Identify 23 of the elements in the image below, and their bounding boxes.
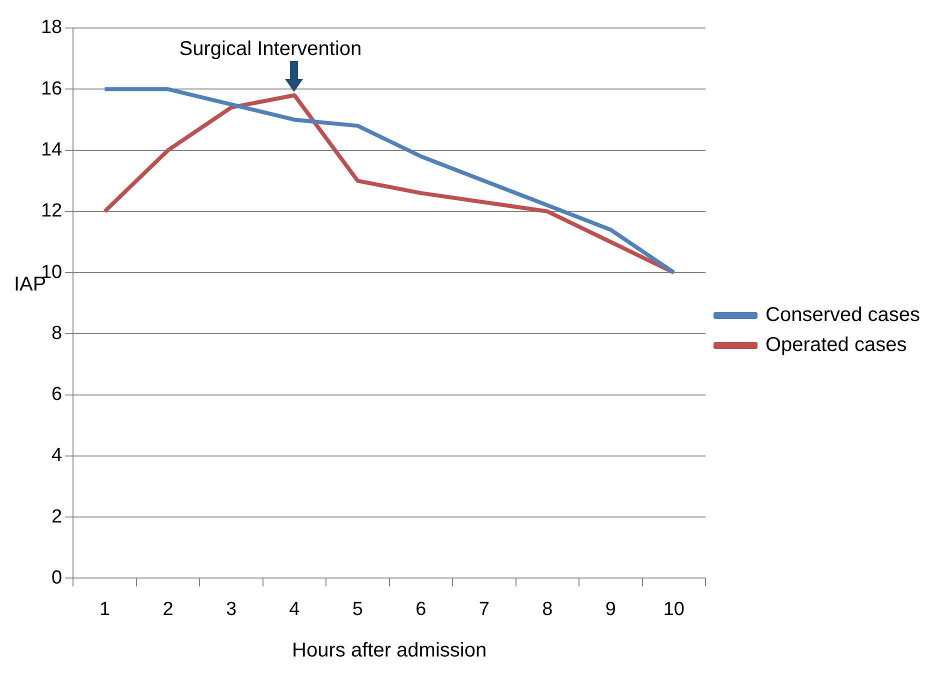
x-tick-label: 4 <box>289 598 300 620</box>
x-tick-label: 10 <box>663 598 684 620</box>
x-tick-label: 8 <box>542 598 553 620</box>
x-axis-title: Hours after admission <box>292 640 487 662</box>
y-tick-label: 12 <box>40 200 62 222</box>
x-tick-label: 3 <box>226 598 237 620</box>
y-tick-label: 0 <box>52 567 62 588</box>
y-tick-label: 14 <box>40 140 63 160</box>
x-tick-label: 5 <box>352 598 363 620</box>
x-tick-label: 6 <box>416 598 426 620</box>
x-tick-label: 7 <box>478 598 490 620</box>
y-tick-label: 2 <box>52 506 62 528</box>
x-tick-label: 2 <box>162 598 174 620</box>
y-tick-label: 6 <box>52 384 62 406</box>
legend-label: Operated cases <box>766 334 907 356</box>
y-tick-label: 16 <box>40 78 62 100</box>
y-tick-label: 18 <box>40 17 62 38</box>
y-tick-label: 8 <box>52 322 62 344</box>
x-tick-label: 1 <box>99 598 110 620</box>
y-tick-label: 4 <box>52 445 63 466</box>
legend-label: Conserved cases <box>766 304 920 326</box>
annotation: Surgical Intervention <box>179 38 362 60</box>
x-tick-label: 9 <box>605 598 616 620</box>
